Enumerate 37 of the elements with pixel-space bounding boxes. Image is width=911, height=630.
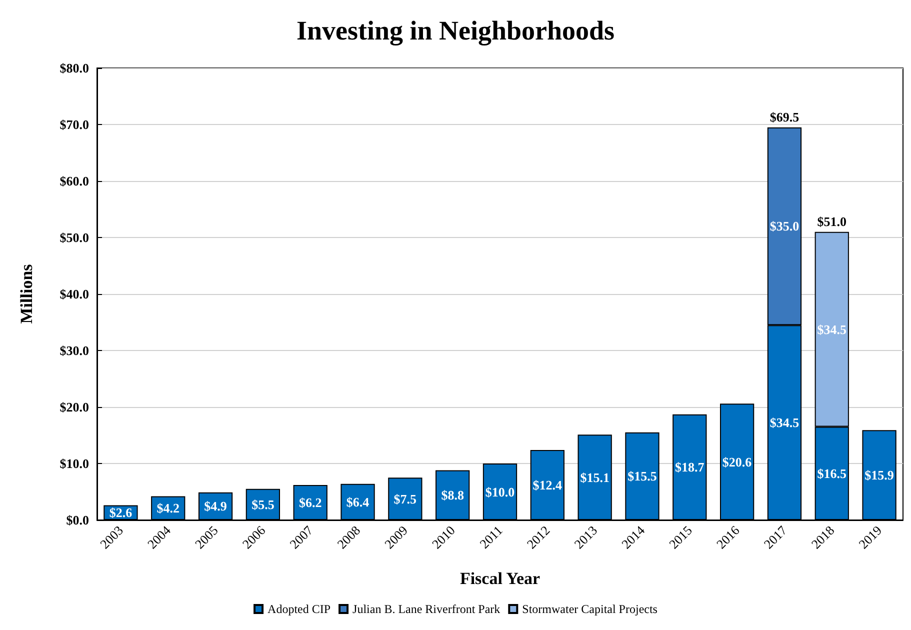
total-label: $69.5 (770, 109, 800, 124)
data-label: $15.9 (864, 468, 894, 483)
chart-title: Investing in Neighborhoods (296, 16, 615, 46)
data-label: $35.0 (770, 218, 800, 234)
legend-label: Stormwater Capital Projects (522, 602, 658, 616)
y-tick-label: $60.0 (60, 174, 89, 188)
y-tick-label: $20.0 (60, 400, 89, 414)
data-label: $34.5 (770, 415, 800, 430)
y-tick-label: $50.0 (60, 230, 89, 245)
data-label: $4.2 (156, 500, 180, 516)
total-label: $51.0 (817, 214, 847, 229)
legend-label: Julian B. Lane Riverfront Park (352, 602, 500, 616)
data-label: $15.5 (628, 468, 658, 484)
data-label: $4.9 (204, 498, 228, 514)
x-axis-title: Fiscal Year (460, 569, 540, 588)
data-label: $6.4 (346, 494, 370, 510)
y-tick-label: $10.0 (60, 456, 89, 471)
data-label: $6.2 (298, 494, 322, 510)
data-label: $7.5 (394, 491, 418, 506)
data-label: $34.5 (817, 322, 848, 337)
data-label: $8.8 (441, 488, 464, 503)
y-axis-title: Millions (17, 264, 36, 324)
data-label: $2.6 (109, 505, 133, 520)
data-label: $18.7 (675, 460, 705, 475)
y-tick-label: $80.0 (60, 60, 89, 76)
data-label: $20.6 (722, 454, 752, 470)
data-label: $12.4 (532, 477, 563, 492)
data-label: $16.5 (817, 466, 848, 481)
legend-label: Adopted CIP (268, 602, 331, 616)
data-label: $10.0 (485, 484, 515, 500)
y-tick-label: $30.0 (60, 343, 89, 358)
data-label: $5.5 (252, 496, 275, 512)
y-tick-label: $70.0 (60, 117, 89, 132)
data-label: $15.1 (580, 470, 610, 485)
x-tick-label: 2011 (476, 522, 506, 552)
y-tick-label: $0.0 (66, 512, 89, 528)
y-tick-label: $40.0 (60, 286, 89, 302)
